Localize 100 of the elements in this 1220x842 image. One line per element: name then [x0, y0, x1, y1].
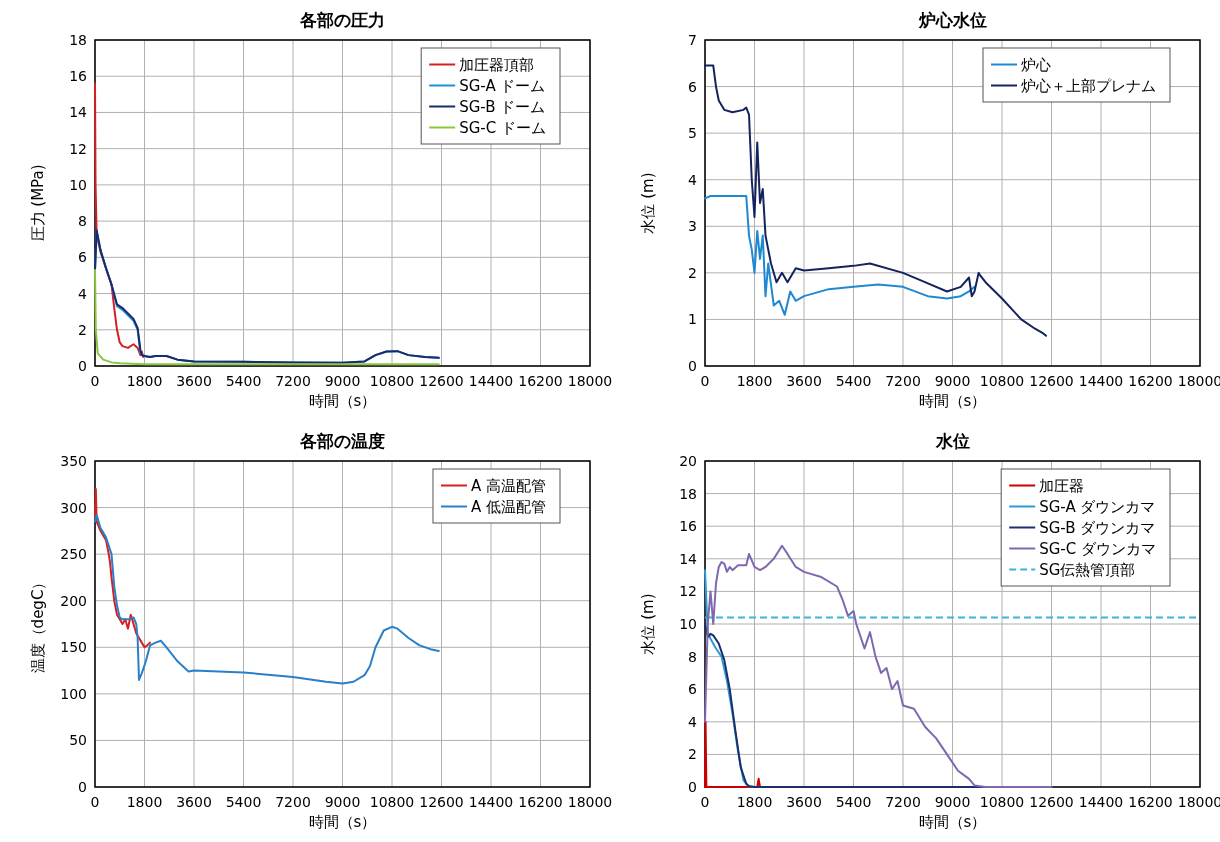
y-tick-label: 4 [688, 713, 698, 730]
x-tick-label: 10800 [979, 373, 1025, 389]
legend-label: SG伝熱管頂部 [1039, 560, 1136, 579]
x-tick-label: 1800 [126, 373, 163, 389]
x-tick-label: 3600 [786, 794, 822, 810]
y-tick-label: 20 [679, 453, 697, 469]
x-tick-label: 14400 [468, 373, 514, 389]
y-tick-label: 6 [78, 249, 88, 266]
y-tick-label: 100 [60, 685, 87, 702]
legend-label: 炉心＋上部プレナム [1021, 76, 1156, 95]
chart-title: 炉心水位 [917, 10, 987, 30]
y-tick-label: 16 [679, 518, 698, 535]
y-tick-label: 2 [688, 264, 697, 281]
y-tick-label: 0 [78, 779, 87, 795]
x-tick-label: 3600 [176, 794, 212, 810]
legend-label: SG-A ダウンカマ [1039, 497, 1156, 516]
y-tick-label: 4 [78, 285, 88, 302]
x-tick-label: 16200 [1128, 373, 1173, 389]
x-tick-label: 16200 [1128, 794, 1173, 810]
y-axis-title: 圧力 (MPa) [29, 164, 47, 242]
chart-title: 水位 [934, 431, 970, 451]
x-tick-label: 9000 [934, 373, 971, 389]
y-tick-label: 18 [679, 485, 697, 502]
y-tick-label: 8 [78, 213, 87, 230]
x-tick-label: 16200 [518, 794, 563, 810]
chart-title: 各部の圧力 [299, 10, 385, 30]
legend-label: 炉心 [1021, 55, 1051, 74]
y-tick-label: 8 [688, 648, 697, 665]
y-tick-label: 10 [69, 176, 87, 193]
y-tick-label: 200 [60, 592, 87, 609]
x-tick-label: 7200 [885, 794, 921, 810]
x-tick-label: 14400 [468, 794, 514, 810]
x-tick-label: 1800 [736, 373, 773, 389]
y-tick-label: 14 [679, 550, 698, 567]
x-tick-label: 14400 [1078, 373, 1124, 389]
y-tick-label: 300 [60, 499, 87, 516]
x-tick-label: 0 [90, 373, 100, 389]
x-tick-label: 10800 [369, 373, 415, 389]
chart-title: 各部の温度 [299, 431, 385, 451]
legend-label: A 低温配管 [470, 497, 546, 516]
x-tick-label: 12600 [1029, 794, 1074, 810]
y-tick-label: 18 [69, 32, 87, 48]
y-tick-label: 2 [688, 746, 697, 763]
x-tick-label: 18000 [567, 794, 613, 810]
legend-label: SG-B ドーム [459, 97, 546, 116]
y-tick-label: 3 [688, 218, 697, 235]
x-axis-title: 時間（s） [308, 392, 377, 410]
y-tick-label: 12 [69, 140, 87, 157]
y-tick-label: 250 [60, 546, 87, 563]
y-tick-label: 16 [69, 68, 88, 85]
x-tick-label: 7200 [885, 373, 921, 389]
x-tick-label: 1800 [126, 794, 163, 810]
x-tick-label: 10800 [369, 794, 415, 810]
x-tick-label: 5400 [225, 373, 262, 389]
legend-label: SG-C ドーム [459, 118, 546, 137]
y-tick-label: 4 [688, 171, 698, 188]
legend-label: SG-B ダウンカマ [1039, 518, 1156, 537]
x-tick-label: 9000 [324, 794, 361, 810]
x-tick-label: 12600 [419, 373, 464, 389]
legend-label: 加圧器 [1039, 476, 1085, 495]
y-tick-label: 10 [679, 616, 697, 632]
y-tick-label: 5 [688, 125, 697, 142]
x-tick-label: 0 [90, 794, 100, 810]
y-tick-label: 1 [688, 311, 697, 328]
y-tick-label: 6 [688, 78, 698, 95]
y-tick-label: 0 [688, 779, 697, 795]
x-tick-label: 12600 [1029, 373, 1074, 389]
x-tick-label: 5400 [835, 373, 872, 389]
x-tick-label: 0 [700, 794, 710, 810]
x-tick-label: 16200 [518, 373, 563, 389]
legend-label: 加圧器頂部 [459, 55, 535, 74]
y-tick-label: 2 [78, 321, 87, 338]
x-tick-label: 9000 [934, 794, 971, 810]
x-tick-label: 18000 [567, 373, 613, 389]
x-tick-label: 7200 [275, 794, 311, 810]
y-tick-label: 50 [69, 732, 87, 749]
x-tick-label: 0 [700, 373, 710, 389]
y-axis-title: 温度（degC） [29, 574, 47, 674]
x-tick-label: 5400 [835, 794, 872, 810]
x-axis-title: 時間（s） [918, 392, 987, 410]
legend-label: A 高温配管 [470, 476, 546, 495]
x-tick-label: 7200 [275, 373, 311, 389]
x-tick-label: 9000 [324, 373, 361, 389]
legend-label: SG-A ドーム [459, 76, 546, 95]
x-tick-label: 5400 [225, 794, 262, 810]
x-axis-title: 時間（s） [918, 813, 987, 831]
y-tick-label: 150 [60, 639, 87, 656]
x-tick-label: 14400 [1078, 794, 1124, 810]
x-axis-title: 時間（s） [308, 813, 377, 831]
y-axis-title: 水位 (m) [639, 593, 657, 655]
y-tick-label: 7 [688, 32, 697, 48]
legend-label: SG-C ダウンカマ [1039, 539, 1156, 558]
x-tick-label: 1800 [736, 794, 773, 810]
x-tick-label: 12600 [419, 794, 464, 810]
y-axis-title: 水位 (m) [639, 172, 657, 234]
y-tick-label: 0 [688, 358, 697, 374]
x-tick-label: 3600 [176, 373, 212, 389]
y-tick-label: 14 [69, 104, 88, 121]
x-tick-label: 10800 [979, 794, 1025, 810]
y-tick-label: 6 [688, 681, 698, 698]
